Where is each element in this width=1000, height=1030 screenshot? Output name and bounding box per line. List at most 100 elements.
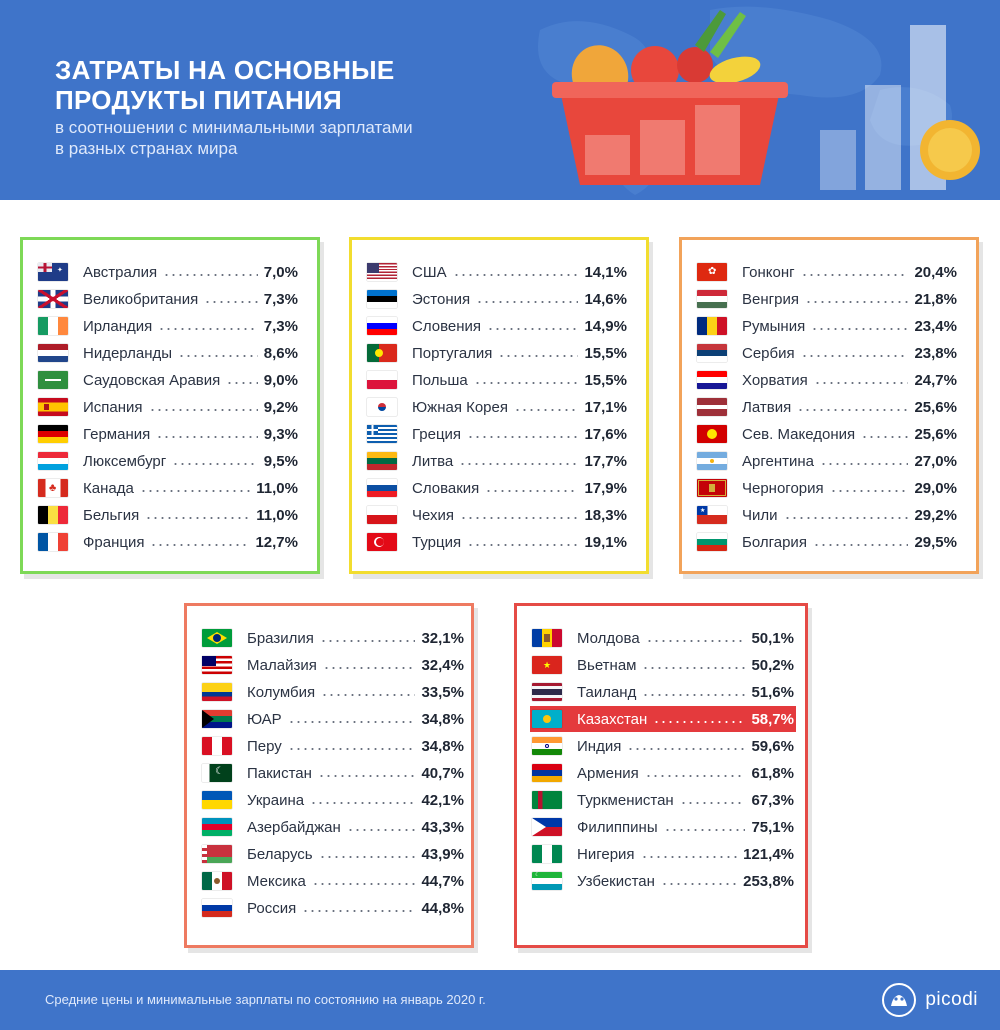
- cost-percentage: 27,0%: [914, 452, 957, 470]
- country-row: ♣ Канада 11,0%: [38, 477, 298, 499]
- dot-leader: [319, 640, 416, 642]
- australia-flag-icon: ✦: [38, 263, 68, 281]
- country-name: Великобритания: [83, 290, 199, 308]
- country-row: Черногория 29,0%: [697, 477, 957, 499]
- country-name: Румыния: [742, 317, 806, 335]
- country-row: Южная Корея 17,1%: [367, 396, 627, 418]
- lithuania-flag-icon: [367, 452, 397, 470]
- country-name: Болгария: [742, 533, 807, 551]
- country-name: Вьетнам: [577, 656, 637, 674]
- cost-percentage: 43,9%: [421, 845, 464, 863]
- cost-percentage: 61,8%: [751, 764, 794, 782]
- dot-leader: [644, 775, 746, 777]
- country-name: Украина: [247, 791, 305, 809]
- country-name: Саудовская Аравия: [83, 371, 221, 389]
- country-name: Франция: [83, 533, 145, 551]
- country-row: Греция 17,6%: [367, 423, 627, 445]
- dot-leader: [804, 301, 909, 303]
- germany-flag-icon: [38, 425, 68, 443]
- country-row: Индия 59,6%: [532, 735, 794, 757]
- country-name: Филиппины: [577, 818, 658, 836]
- country-row: Словения 14,9%: [367, 315, 627, 337]
- ukraine-flag-icon: [202, 791, 232, 809]
- country-row: ★ Чили 29,2%: [697, 504, 957, 526]
- country-row: Перу 34,8%: [202, 735, 464, 757]
- country-row: Филиппины 75,1%: [532, 816, 794, 838]
- country-row: Латвия 25,6%: [697, 396, 957, 418]
- country-row: Туркменистан 67,3%: [532, 789, 794, 811]
- cost-percentage: 253,8%: [743, 872, 794, 890]
- country-row: ☾ Узбекистан 253,8%: [532, 870, 794, 892]
- country-name: Сев. Македония: [742, 425, 856, 443]
- country-name: Польша: [412, 371, 468, 389]
- dot-leader: [226, 382, 258, 384]
- country-name: Португалия: [412, 344, 493, 362]
- mexico-flag-icon: [202, 872, 232, 890]
- cost-percentage: 34,8%: [421, 710, 464, 728]
- cost-percentage: 59,6%: [751, 737, 794, 755]
- dot-leader: [829, 490, 909, 492]
- dot-leader: [452, 274, 579, 276]
- country-name: Гонконг: [742, 263, 795, 281]
- dot-leader: [797, 409, 909, 411]
- russia-flag-icon: [202, 899, 232, 917]
- dot-leader: [653, 721, 746, 723]
- cost-percentage: 75,1%: [751, 818, 794, 836]
- group-card-2: США 14,1% Эстония 14,6% Словения 14,9% Португа…: [349, 237, 649, 574]
- czech-flag-icon: [367, 506, 397, 524]
- slovakia-flag-icon: [367, 479, 397, 497]
- dot-leader: [321, 694, 416, 696]
- armenia-flag-icon: [532, 764, 562, 782]
- cost-percentage: 14,6%: [584, 290, 627, 308]
- dot-leader: [322, 667, 416, 669]
- picodi-logo[interactable]: picodi: [881, 982, 978, 1018]
- dot-leader: [485, 490, 579, 492]
- dot-leader: [139, 490, 251, 492]
- canada-flag-icon: ♣: [38, 479, 68, 497]
- cost-percentage: 50,2%: [751, 656, 794, 674]
- dot-leader: [172, 463, 258, 465]
- country-name: Канада: [83, 479, 134, 497]
- country-row: США 14,1%: [367, 261, 627, 283]
- country-row: Саудовская Аравия 9,0%: [38, 369, 298, 391]
- cost-percentage: 23,4%: [914, 317, 957, 335]
- dot-leader: [800, 274, 909, 276]
- country-row: Бельгия 11,0%: [38, 504, 298, 526]
- dot-leader: [310, 802, 416, 804]
- cost-percentage: 17,7%: [584, 452, 627, 470]
- country-name: Нидерланды: [83, 344, 173, 362]
- country-name: Люксембург: [83, 452, 167, 470]
- thailand-flag-icon: [532, 683, 562, 701]
- portugal-flag-icon: [367, 344, 397, 362]
- dot-leader: [642, 667, 746, 669]
- uzbekistan-flag-icon: ☾: [532, 872, 562, 890]
- azerbaijan-flag-icon: [202, 818, 232, 836]
- dot-leader: [473, 382, 579, 384]
- picodi-logo-icon: [882, 983, 917, 1017]
- cost-percentage: 67,3%: [751, 791, 794, 809]
- cost-percentage: 29,5%: [914, 533, 957, 551]
- dot-leader: [640, 856, 738, 858]
- dot-leader: [514, 409, 579, 411]
- country-name: Южная Корея: [412, 398, 508, 416]
- dot-leader: [498, 355, 579, 357]
- usa-flag-icon: [367, 263, 397, 281]
- moldova-flag-icon: [532, 629, 562, 647]
- cost-percentage: 7,0%: [263, 263, 298, 281]
- dot-leader: [156, 436, 258, 438]
- dot-leader: [317, 775, 416, 777]
- footnote: Средние цены и минимальные зарплаты по с…: [45, 992, 486, 1007]
- country-name: Пакистан: [247, 764, 312, 782]
- country-name: Индия: [577, 737, 622, 755]
- cost-percentage: 21,8%: [914, 290, 957, 308]
- country-name: Чили: [742, 506, 778, 524]
- dot-leader: [663, 829, 746, 831]
- cost-percentage: 29,0%: [914, 479, 957, 497]
- dot-leader: [820, 463, 909, 465]
- country-name: Германия: [83, 425, 151, 443]
- header-banner: ЗАТРАТЫ НА ОСНОВНЫЕ ПРОДУКТЫ ПИТАНИЯ в с…: [0, 0, 1000, 200]
- turkmenistan-flag-icon: [532, 791, 562, 809]
- dot-leader: [476, 301, 579, 303]
- country-row: Чехия 18,3%: [367, 504, 627, 526]
- dot-leader: [645, 640, 746, 642]
